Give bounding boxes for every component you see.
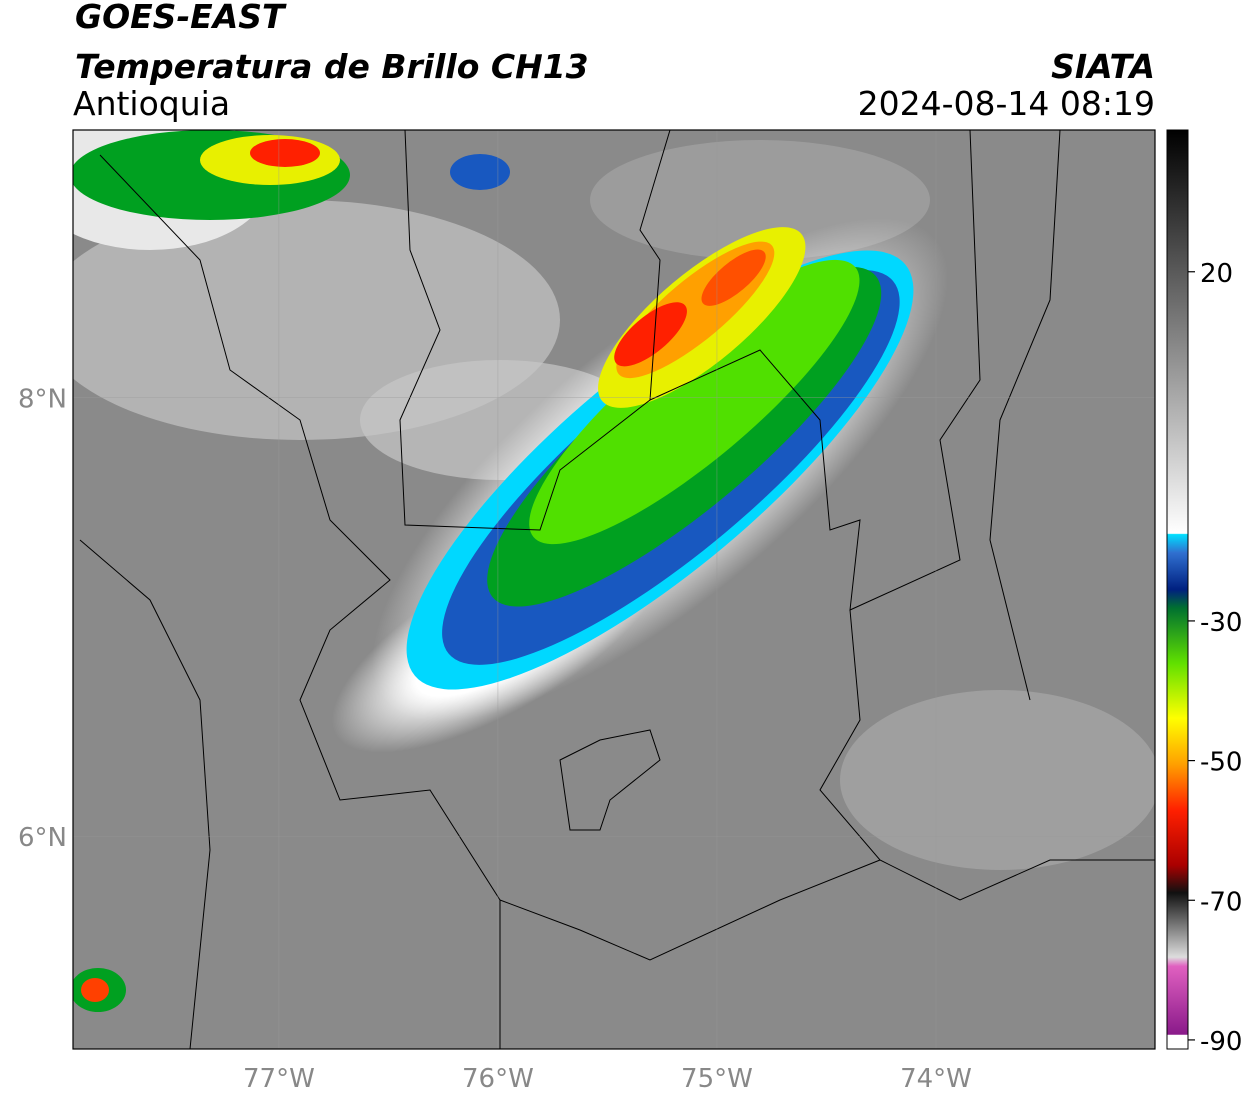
x-tick-label: 74°W: [900, 1064, 972, 1094]
satellite-image: [73, 130, 1155, 1049]
subtitle: Temperatura de Brillo CH13: [75, 47, 589, 86]
title: GOES-EAST: [75, 0, 287, 36]
x-tick-label: 76°W: [462, 1064, 534, 1094]
map-frame: [72, 129, 1156, 1050]
y-tick-label: 8°N: [18, 385, 67, 415]
source: SIATA: [1051, 47, 1155, 86]
colorbar-tick-label: 20: [1200, 259, 1233, 289]
x-tick-label: 77°W: [243, 1064, 315, 1094]
colorbar-tick-label: -90: [1200, 1027, 1242, 1057]
colorbar: [1166, 129, 1189, 1050]
colorbar-tick-label: -50: [1200, 748, 1242, 778]
datetime: 2024-08-14 08:19: [858, 84, 1155, 123]
y-tick-label: 6°N: [18, 823, 67, 853]
x-tick-label: 75°W: [681, 1064, 753, 1094]
region: Antioquia: [73, 84, 230, 123]
colorbar-tick-label: -30: [1200, 608, 1242, 638]
colorbar-tick-label: -70: [1200, 887, 1242, 917]
